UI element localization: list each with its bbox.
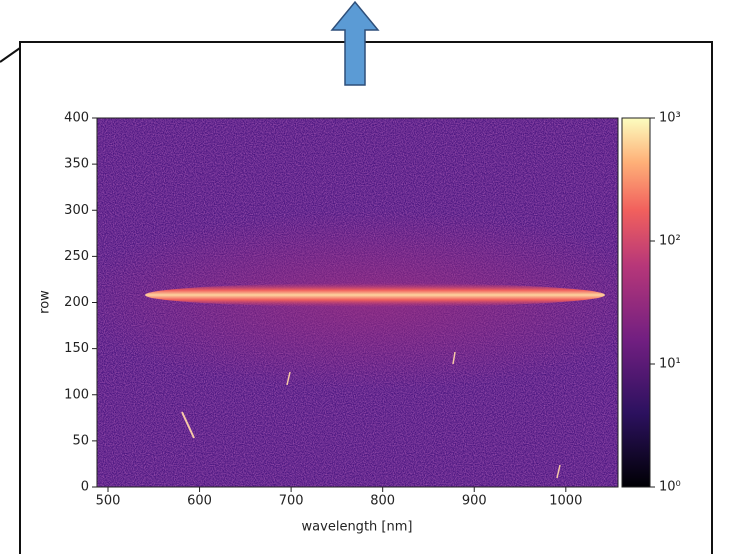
colorbar-tick-label: 10³ [659,111,681,126]
colorbar [621,117,651,488]
y-tick-label: 400 [64,111,89,126]
x-tick-label: 800 [370,494,395,509]
colorbar-tick-label: 10² [659,234,681,249]
y-tick-label: 50 [72,433,89,448]
x-tick-label: 500 [96,494,121,509]
x-axis-label: wavelength [nm] [302,520,413,535]
y-tick-label: 0 [81,480,89,495]
x-tick-label: 700 [279,494,304,509]
up-arrow [330,0,380,86]
callout-border [0,41,713,554]
y-tick-label: 250 [64,249,89,264]
y-tick-label: 350 [64,157,89,172]
y-tick-label: 200 [64,295,89,310]
y-axis-label: row [38,290,53,314]
y-tick-label: 150 [64,341,89,356]
y-tick-label: 100 [64,387,89,402]
y-tick-label: 300 [64,203,89,218]
image [97,118,618,487]
x-tick-label: 1000 [549,494,582,509]
colorbar-tick-label: 10¹ [659,357,681,372]
x-tick-label: 900 [462,494,487,509]
colorbar-tick-label: 10⁰ [659,480,681,495]
x-tick-label: 600 [187,494,212,509]
